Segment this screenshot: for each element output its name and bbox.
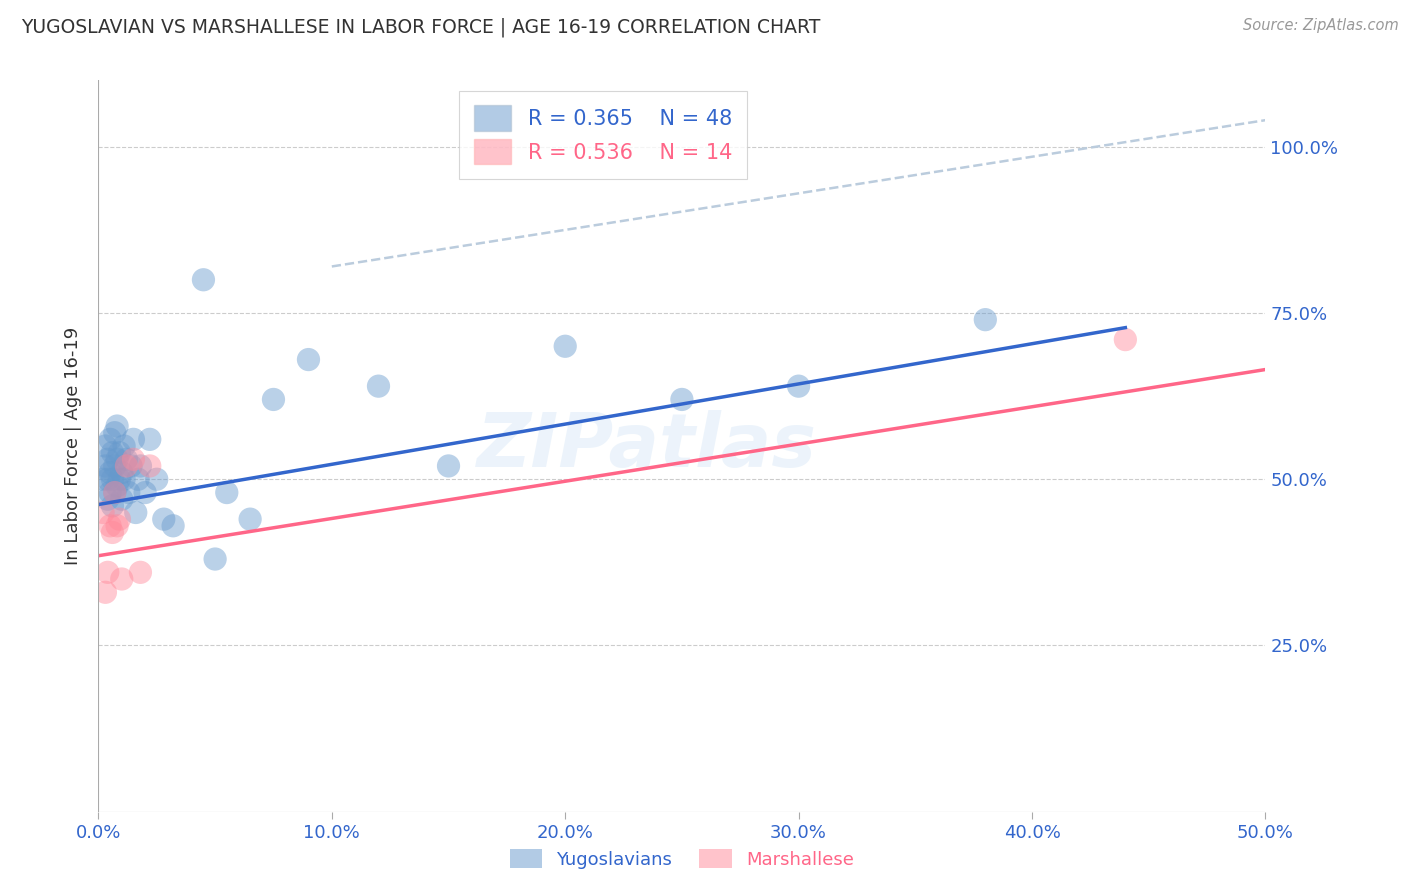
- Point: [104, 485, 127, 500]
- Point: [112, 439, 135, 453]
- Point: [146, 472, 169, 486]
- Point: [127, 472, 149, 486]
- Point: [115, 458, 138, 473]
- Point: [108, 472, 131, 486]
- Text: YUGOSLAVIAN VS MARSHALLESE IN LABOR FORCE | AGE 16-19 CORRELATION CHART: YUGOSLAVIAN VS MARSHALLESE IN LABOR FORC…: [21, 18, 821, 37]
- Point: [97, 492, 120, 507]
- Point: [125, 506, 148, 520]
- Point: [139, 458, 162, 473]
- Point: [111, 492, 134, 507]
- Point: [139, 433, 162, 447]
- Point: [104, 485, 127, 500]
- Point: [97, 566, 120, 580]
- Point: [554, 339, 576, 353]
- Point: [105, 518, 128, 533]
- Point: [122, 452, 145, 467]
- Point: [262, 392, 284, 407]
- Point: [98, 518, 121, 533]
- Point: [297, 352, 319, 367]
- Point: [129, 566, 152, 580]
- Point: [115, 452, 138, 467]
- Point: [111, 572, 134, 586]
- Point: [104, 458, 127, 473]
- Point: [134, 485, 156, 500]
- Point: [105, 452, 128, 467]
- Y-axis label: In Labor Force | Age 16-19: In Labor Force | Age 16-19: [65, 326, 83, 566]
- Point: [367, 379, 389, 393]
- Point: [120, 458, 142, 473]
- Point: [91, 506, 114, 520]
- Point: [239, 512, 262, 526]
- Point: [193, 273, 215, 287]
- Point: [437, 458, 460, 473]
- Point: [98, 466, 121, 480]
- Point: [204, 552, 226, 566]
- Point: [671, 392, 693, 407]
- Point: [118, 485, 141, 500]
- Point: [105, 419, 128, 434]
- Point: [162, 518, 184, 533]
- Point: [97, 452, 120, 467]
- Text: Source: ZipAtlas.com: Source: ZipAtlas.com: [1243, 18, 1399, 33]
- Point: [105, 479, 128, 493]
- Point: [111, 466, 134, 480]
- Point: [97, 472, 120, 486]
- Point: [94, 439, 117, 453]
- Point: [108, 512, 131, 526]
- Point: [94, 458, 117, 473]
- Point: [787, 379, 810, 393]
- Point: [98, 485, 121, 500]
- Point: [122, 433, 145, 447]
- Point: [108, 445, 131, 459]
- Point: [1114, 333, 1136, 347]
- Point: [104, 425, 127, 440]
- Point: [98, 433, 121, 447]
- Point: [112, 472, 135, 486]
- Point: [215, 485, 238, 500]
- Point: [152, 512, 174, 526]
- Point: [129, 458, 152, 473]
- Point: [91, 472, 114, 486]
- Legend: Yugoslavians, Marshallese: Yugoslavians, Marshallese: [502, 842, 862, 876]
- Point: [974, 312, 997, 326]
- Text: ZIPat​las: ZIPat​las: [477, 409, 817, 483]
- Point: [101, 525, 124, 540]
- Point: [101, 472, 124, 486]
- Point: [101, 445, 124, 459]
- Point: [94, 585, 117, 599]
- Point: [101, 499, 124, 513]
